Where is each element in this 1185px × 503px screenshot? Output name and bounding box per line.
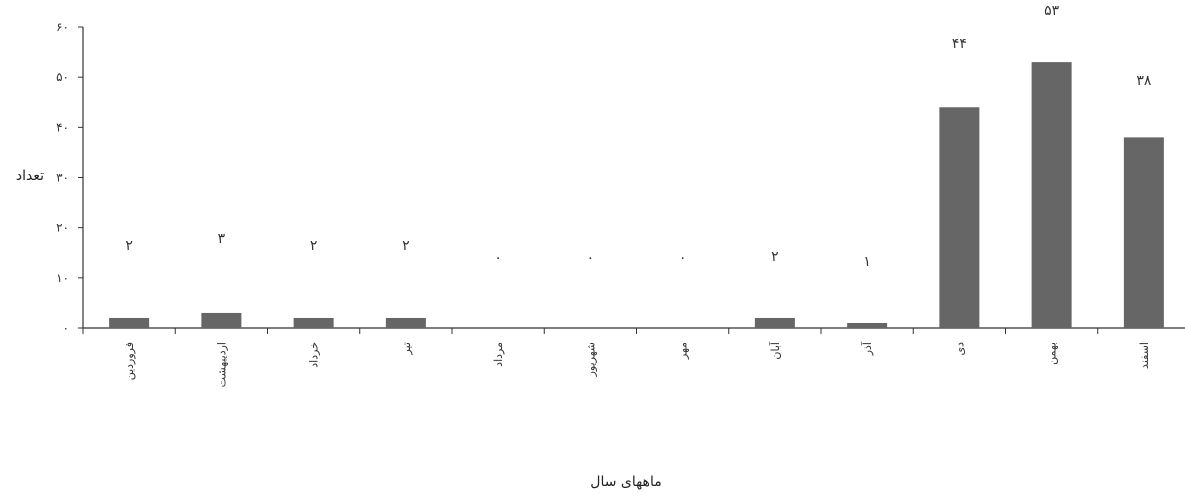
x-tick-label: مهر bbox=[677, 342, 690, 360]
bar bbox=[939, 107, 980, 329]
bars bbox=[109, 62, 1164, 329]
y-tick-label: ۳۰ bbox=[56, 171, 69, 185]
bar bbox=[847, 322, 888, 328]
data-label: ۰ bbox=[494, 250, 502, 266]
data-label: ۵۳ bbox=[1044, 3, 1060, 19]
y-tick-label: ۲۰ bbox=[56, 221, 69, 235]
x-tick-label: اسفند bbox=[1138, 342, 1151, 369]
data-label: ۴۴ bbox=[952, 36, 967, 52]
value-labels: ۲ ۳ ۲ ۲ ۰ ۰ ۰ ۲ ۱ ۴۴ ۵۳ ۳۸ bbox=[125, 3, 1152, 270]
category-labels: فروردین اردیبهشت خرداد تیر مرداد شهریور مهر آبا… bbox=[123, 341, 1151, 387]
x-tick-label: تیر bbox=[400, 342, 413, 355]
data-label: ۱ bbox=[863, 254, 871, 270]
y-tick-label: ۰ bbox=[63, 321, 69, 335]
x-tick-label: شهریور bbox=[584, 342, 597, 377]
data-label: ۲ bbox=[310, 238, 318, 254]
x-tick-label: دی bbox=[953, 342, 966, 356]
bar bbox=[293, 317, 334, 328]
x-axis bbox=[82, 327, 1185, 334]
bar bbox=[1123, 137, 1164, 328]
y-tick-label: ۶۰ bbox=[56, 20, 69, 34]
x-tick-label: اردیبهشت bbox=[215, 342, 228, 387]
x-tick-label: فروردین bbox=[123, 342, 136, 380]
y-tick-label: ۵۰ bbox=[56, 70, 69, 84]
y-axis-title: تعداد bbox=[16, 168, 44, 184]
x-tick-label: آذر bbox=[860, 341, 874, 356]
bar bbox=[201, 312, 242, 328]
x-tick-label: مرداد bbox=[492, 342, 505, 367]
x-tick-label: خرداد bbox=[308, 342, 321, 368]
data-label: ۲ bbox=[402, 238, 410, 254]
bar bbox=[754, 317, 795, 328]
y-tick-label: ۴۰ bbox=[56, 120, 69, 134]
bar bbox=[109, 317, 150, 328]
bar bbox=[1031, 62, 1072, 328]
data-label: ۳ bbox=[218, 231, 226, 247]
x-tick-label: آبان bbox=[768, 341, 782, 359]
data-label: ۳۸ bbox=[1136, 73, 1152, 89]
data-label: ۰ bbox=[679, 250, 687, 266]
x-axis-title: ماههای سال bbox=[590, 474, 661, 490]
x-tick-label: بهمن bbox=[1046, 342, 1059, 365]
bar bbox=[385, 317, 426, 328]
data-label: ۲ bbox=[771, 249, 779, 265]
y-axis: ۰ ۱۰ ۲۰ ۳۰ ۴۰ ۵۰ ۶۰ bbox=[56, 20, 84, 335]
data-label: ۰ bbox=[587, 250, 595, 266]
y-tick-label: ۱۰ bbox=[56, 271, 69, 285]
data-label: ۲ bbox=[125, 238, 133, 254]
